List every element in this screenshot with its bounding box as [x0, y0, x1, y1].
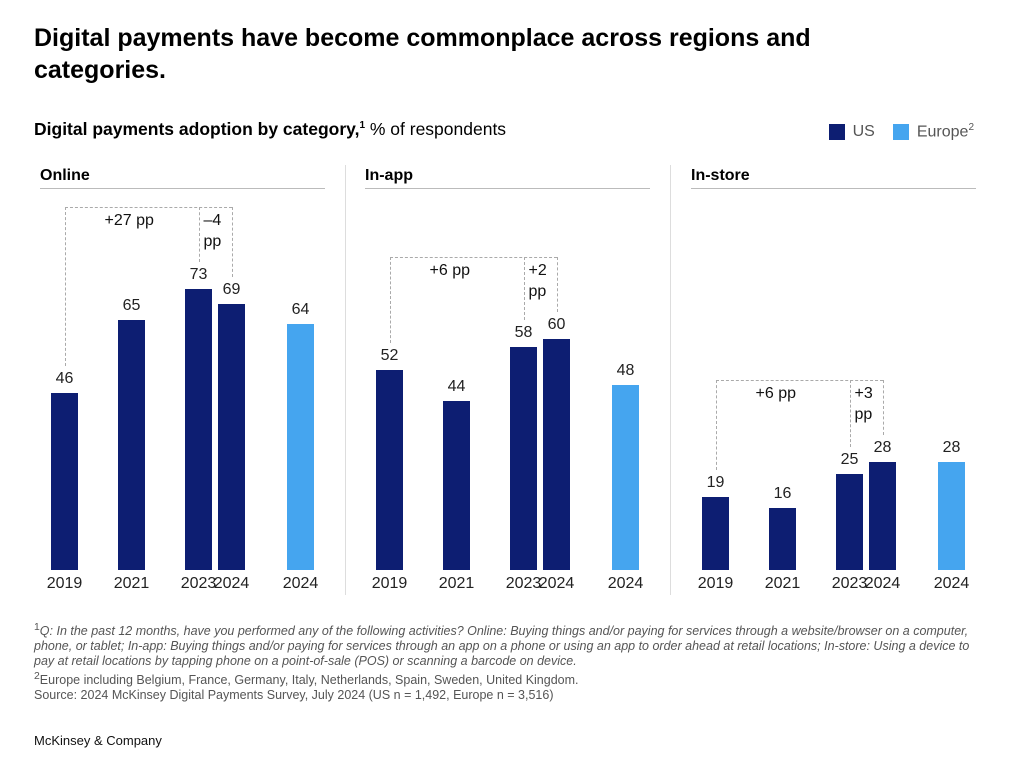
panel-in-store: In-store 19 2019 16 2021 25 2023 28 2024 28 2024 +6…: [691, 165, 976, 595]
change-annotation-long: +6 pp: [755, 385, 796, 403]
x-tick-label: 2024: [538, 575, 575, 592]
x-tick-label: 2023: [831, 575, 868, 592]
data-label: 64: [291, 300, 310, 318]
data-label: 46: [55, 369, 74, 387]
subtitle-sup: 1: [359, 120, 365, 132]
x-tick-label: 2024: [933, 575, 970, 592]
change-annotation-short: +2 pp: [528, 262, 547, 300]
legend-item-europe: Europe2: [892, 122, 974, 141]
x-tick-label: 2021: [764, 575, 801, 592]
x-tick-label: 2019: [697, 575, 734, 592]
data-label: 69: [222, 281, 241, 299]
page-title: Digital payments have become commonplace…: [34, 24, 811, 84]
legend: US Europe2: [828, 122, 974, 141]
footnotes: 1Q: In the past 12 months, have you perf…: [34, 620, 974, 703]
bar-us-2024: [869, 462, 896, 570]
data-label: 25: [840, 450, 859, 468]
chart-subtitle: Digital payments adoption by category,1 …: [34, 119, 506, 140]
panel-title: In-app: [365, 167, 413, 184]
footnote-2-sup: 2: [34, 671, 40, 683]
bar-us-2021: [769, 508, 796, 570]
x-tick-label: 2019: [46, 575, 83, 592]
data-label: 48: [616, 362, 635, 380]
legend-label-europe: Europe: [916, 123, 969, 141]
bar-us-2023: [185, 288, 212, 570]
bracket-mid: [198, 206, 200, 262]
panel-divider: [670, 165, 671, 595]
x-tick-label: 2021: [438, 575, 475, 592]
legend-item-us: US: [828, 122, 875, 141]
panel-rule: [691, 188, 976, 189]
x-tick-label: 2023: [180, 575, 217, 592]
x-tick-label: 2023: [505, 575, 542, 592]
x-tick-label: 2024: [282, 575, 319, 592]
mckinsey-logo: McKinsey & Company: [34, 733, 162, 748]
panel-rule: [40, 188, 325, 189]
data-label: 52: [380, 346, 399, 364]
bar-europe-2024: [287, 323, 314, 570]
bracket-left: [64, 206, 66, 366]
legend-label-us: US: [852, 122, 875, 140]
bracket-top: [64, 206, 232, 208]
footnote-1-text: Q: In the past 12 months, have you perfo…: [34, 624, 970, 669]
bracket-mid: [849, 380, 851, 447]
data-label: 73: [189, 265, 208, 283]
x-tick-label: 2021: [113, 575, 150, 592]
bracket-top: [715, 380, 883, 382]
data-label: 65: [122, 296, 141, 314]
bracket-right: [556, 257, 558, 312]
bar-us-2023: [510, 346, 537, 570]
source: Source: 2024 McKinsey Digital Payments S…: [34, 688, 554, 703]
bar-us-2019: [376, 369, 403, 570]
bracket-right: [882, 380, 884, 436]
data-label: 16: [773, 485, 792, 503]
legend-sup-europe: 2: [968, 122, 974, 133]
bar-us-2019: [51, 392, 78, 570]
data-label: 58: [514, 323, 533, 341]
panel-online: Online 46 2019 65 2021 73 2023 69 2024 64 2024 +27 …: [40, 165, 325, 595]
change-annotation-short: –4 pp: [203, 211, 222, 250]
data-label: 28: [942, 439, 961, 457]
x-tick-label: 2024: [607, 575, 644, 592]
data-label: 44: [447, 377, 466, 395]
x-tick-label: 2019: [371, 575, 408, 592]
footnote-1-sup: 1: [34, 622, 40, 633]
change-annotation-long: +27 pp: [104, 211, 154, 229]
legend-swatch-europe: [892, 123, 909, 140]
change-annotation-long: +6 pp: [429, 262, 470, 279]
data-label: 19: [706, 473, 725, 491]
panel-in-app: In-app 52 2019 44 2021 58 2023 60 2024 48 2024 +6 p…: [365, 165, 650, 595]
bar-us-2019: [702, 496, 729, 570]
bar-europe-2024: [938, 462, 965, 570]
panel-title: In-store: [691, 167, 750, 184]
bracket-left: [389, 257, 391, 343]
footnote-2-text: Europe including Belgium, France, German…: [39, 673, 579, 688]
data-label: 60: [547, 316, 566, 333]
bar-us-2024: [218, 304, 245, 570]
bar-us-2021: [443, 400, 470, 570]
panel-divider: [345, 165, 346, 595]
bar-us-2021: [118, 319, 145, 570]
bracket-top: [389, 257, 557, 258]
bar-us-2024: [543, 339, 570, 570]
x-tick-label: 2024: [864, 575, 901, 592]
panel-rule: [365, 188, 650, 189]
x-tick-label: 2024: [213, 575, 250, 592]
legend-swatch-us: [828, 123, 845, 140]
footnote-2: 2Europe including Belgium, France, Germa…: [34, 669, 974, 688]
subtitle-bold: Digital payments adoption by category,: [34, 119, 360, 139]
panel-title: Online: [40, 167, 90, 184]
subtitle-rest: % of respondents: [365, 119, 507, 139]
bracket-right: [231, 206, 233, 278]
bar-us-2023: [836, 473, 863, 570]
change-annotation-short: +3 pp: [854, 385, 873, 424]
bracket-mid: [523, 257, 525, 320]
bar-europe-2024: [612, 385, 639, 570]
data-label: 28: [873, 439, 892, 457]
footnote-1: 1Q: In the past 12 months, have you perf…: [34, 620, 974, 669]
bracket-left: [715, 380, 717, 470]
